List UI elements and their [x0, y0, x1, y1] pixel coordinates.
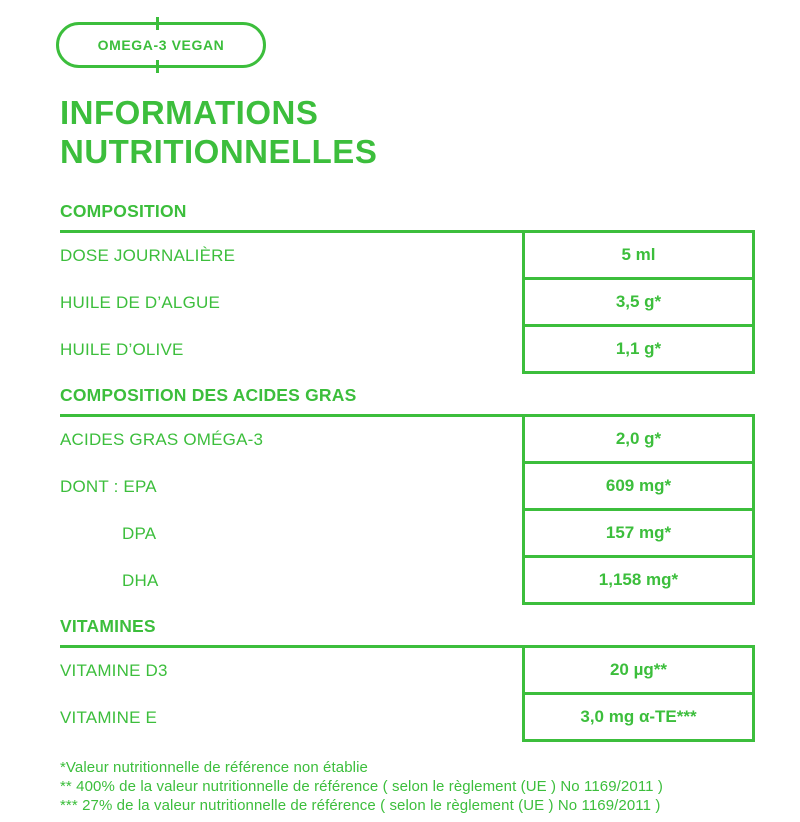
value-cell: 609 mg*: [522, 463, 755, 511]
row-label: HUILE D’OLIVE: [60, 340, 184, 360]
footnotes: *Valeur nutritionnelle de référence non …: [60, 758, 755, 815]
row-label: HUILE DE D’ALGUE: [60, 293, 221, 313]
page-title-line2: NUTRITIONNELLES: [60, 132, 378, 170]
badge-top-tick-mark: [156, 17, 159, 30]
section-rows: DOSE JOURNALIÈRE 5 ml HUILE DE D’ALGUE 3…: [60, 232, 755, 374]
value-cell: 5 ml: [522, 232, 755, 280]
product-badge: OMEGA-3 VEGAN: [56, 17, 266, 73]
value-cell: 20 µg**: [522, 647, 755, 695]
value-cell: 157 mg*: [522, 510, 755, 558]
footnote-27-percent: *** 27% de la valeur nutritionnelle de r…: [60, 796, 661, 814]
badge-bottom-tick-mark: [156, 60, 159, 73]
row-label: VITAMINE E: [60, 708, 158, 728]
badge-label: OMEGA-3 VEGAN: [97, 37, 225, 53]
section-heading: COMPOSITION DES ACIDES GRAS: [60, 382, 755, 417]
page-title-line1: INFORMATIONS: [60, 94, 319, 131]
section-heading: VITAMINES: [60, 613, 755, 648]
footnote-reference-not-established: *Valeur nutritionnelle de référence non …: [60, 758, 368, 776]
row-label: DONT : EPA: [60, 477, 157, 497]
value-cell: 3,5 g*: [522, 279, 755, 327]
section-rows: ACIDES GRAS OMÉGA-3 2,0 g* DONT : EPA 60…: [60, 416, 755, 605]
value-cell: 1,1 g*: [522, 326, 755, 374]
nutrition-table: COMPOSITION DOSE JOURNALIÈRE 5 ml HUILE …: [60, 198, 755, 742]
section-heading: COMPOSITION: [60, 198, 755, 233]
section-acides-gras: COMPOSITION DES ACIDES GRAS ACIDES GRAS …: [60, 382, 755, 605]
value-cell: 1,158 mg*: [522, 557, 755, 605]
footnote-400-percent: ** 400% de la valeur nutritionnelle de r…: [60, 777, 663, 795]
row-label: DHA: [122, 571, 159, 591]
row-label: DOSE JOURNALIÈRE: [60, 246, 236, 266]
value-cell: 2,0 g*: [522, 416, 755, 464]
section-composition: COMPOSITION DOSE JOURNALIÈRE 5 ml HUILE …: [60, 198, 755, 374]
section-rows: VITAMINE D3 20 µg** VITAMINE E 3,0 mg α-…: [60, 647, 755, 742]
row-label: ACIDES GRAS OMÉGA-3: [60, 430, 264, 450]
section-vitamines: VITAMINES VITAMINE D3 20 µg** VITAMINE E…: [60, 613, 755, 742]
row-label: VITAMINE D3: [60, 661, 168, 681]
row-label: DPA: [122, 524, 157, 544]
nutrition-label: OMEGA-3 VEGAN INFORMATIONS NUTRITIONNELL…: [0, 17, 800, 822]
value-cell: 3,0 mg α-TE***: [522, 694, 755, 742]
page-title: INFORMATIONS NUTRITIONNELLES: [60, 94, 800, 172]
